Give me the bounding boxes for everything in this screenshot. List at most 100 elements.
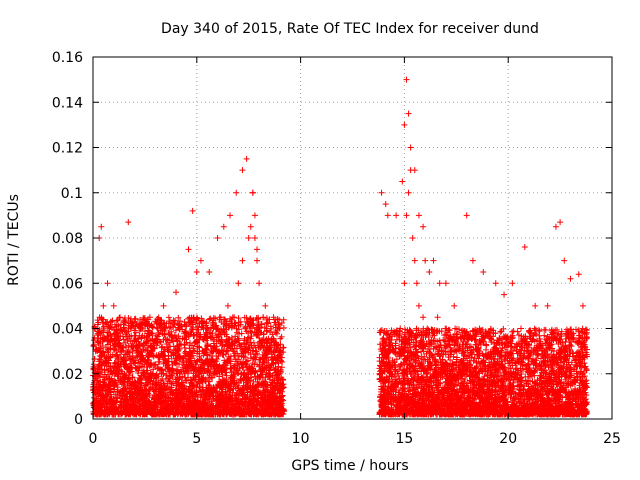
noise-point <box>193 358 200 365</box>
noise-point <box>165 330 172 337</box>
noise-point <box>175 333 182 340</box>
noise-point <box>278 333 285 340</box>
noise-point <box>238 353 245 360</box>
noise-point <box>90 361 97 368</box>
noise-point <box>189 318 196 325</box>
noise-point <box>179 364 186 371</box>
noise-point <box>120 336 127 343</box>
noise-point <box>157 366 164 373</box>
noise-point <box>188 360 195 367</box>
noise-point <box>135 369 142 376</box>
noise-point <box>278 364 285 371</box>
grid <box>93 57 612 419</box>
noise-point <box>123 344 130 351</box>
noise-point <box>128 343 135 350</box>
noise-point <box>142 347 149 354</box>
noise-point <box>210 384 217 391</box>
noise-point <box>111 360 118 367</box>
noise-point <box>161 356 168 363</box>
noise-point <box>223 348 230 355</box>
noise-point <box>189 326 196 333</box>
noise-point <box>203 347 210 354</box>
noise-point <box>99 319 106 326</box>
noise-point <box>179 358 186 365</box>
noise-point <box>514 328 521 335</box>
noise-point <box>192 361 199 368</box>
noise-point <box>185 320 192 327</box>
noise-point <box>251 395 258 402</box>
noise-point <box>245 334 252 341</box>
noise-point <box>143 338 150 345</box>
noise-point <box>198 376 205 383</box>
noise-point <box>165 314 172 321</box>
noise-point <box>106 365 113 372</box>
noise-point <box>263 327 270 334</box>
noise-point <box>190 345 197 352</box>
noise-point <box>223 391 230 398</box>
noise-point <box>184 396 191 403</box>
noise-point <box>115 345 122 352</box>
noise-point <box>205 381 212 388</box>
noise-point <box>247 335 254 342</box>
noise-point <box>140 314 147 321</box>
noise-point <box>227 353 234 360</box>
noise-point <box>117 349 124 356</box>
noise-point <box>272 329 279 336</box>
noise-point <box>256 363 263 370</box>
noise-point <box>179 335 186 342</box>
noise-point <box>206 316 213 323</box>
noise-point <box>272 345 279 352</box>
noise-point <box>97 356 104 363</box>
noise-point <box>232 333 239 340</box>
noise-point <box>156 358 163 365</box>
noise-point <box>187 331 194 338</box>
noise-point <box>137 316 144 323</box>
noise-point <box>280 324 287 331</box>
noise-point <box>177 318 184 325</box>
noise-point <box>125 342 132 349</box>
noise-point <box>145 350 152 357</box>
noise-point <box>242 324 249 331</box>
noise-point <box>243 314 250 321</box>
noise-point <box>141 328 148 335</box>
noise-point <box>244 357 251 364</box>
noise-point <box>191 332 198 339</box>
noise-point <box>117 333 124 340</box>
noise-point <box>260 383 267 390</box>
noise-point <box>167 391 174 398</box>
noise-point <box>149 380 156 387</box>
noise-point <box>277 344 284 351</box>
noise-point <box>154 364 161 371</box>
noise-point <box>181 321 188 328</box>
noise-point <box>175 314 182 321</box>
noise-point <box>255 388 262 395</box>
noise-point <box>278 320 285 327</box>
noise-point <box>173 337 180 344</box>
noise-point <box>269 331 276 338</box>
noise-point <box>149 330 156 337</box>
noise-point <box>267 323 274 330</box>
chart-title: Day 340 of 2015, Rate Of TEC Index for r… <box>161 21 539 37</box>
noise-point <box>268 361 275 368</box>
noise-point <box>105 371 112 378</box>
noise-point <box>121 357 128 364</box>
noise-point <box>260 331 267 338</box>
noise-point <box>218 336 225 343</box>
noise-point <box>183 361 190 368</box>
noise-point <box>99 343 106 350</box>
noise-point <box>222 316 229 323</box>
noise-point <box>108 369 115 376</box>
noise-point <box>216 349 223 356</box>
noise-point <box>274 330 281 337</box>
noise-point <box>102 319 109 326</box>
noise-point <box>261 324 268 331</box>
noise-point <box>162 336 169 343</box>
noise-point <box>98 314 105 321</box>
noise-point <box>147 360 154 367</box>
data-points <box>90 76 591 418</box>
noise-point <box>165 355 172 362</box>
noise-point <box>176 361 183 368</box>
noise-point <box>100 336 107 343</box>
noise-point <box>207 315 214 322</box>
